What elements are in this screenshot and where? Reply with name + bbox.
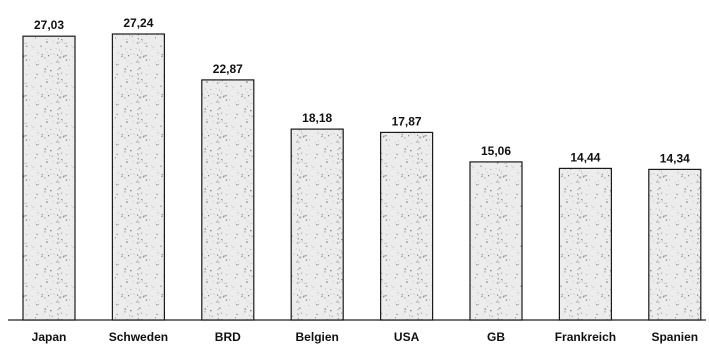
category-label: Spanien bbox=[651, 330, 698, 344]
value-label: 18,18 bbox=[302, 111, 332, 125]
category-label: Japan bbox=[32, 330, 67, 344]
value-labels-group: 27,03 27,24 22,87 18,18 17,87 15,06 14,44 14,34 bbox=[34, 16, 690, 165]
value-label: 15,06 bbox=[481, 144, 511, 158]
value-label: 22,87 bbox=[213, 62, 243, 76]
category-label: GB bbox=[487, 330, 505, 344]
bar-japan bbox=[22, 35, 76, 321]
value-label: 27,03 bbox=[34, 18, 64, 32]
category-label: USA bbox=[394, 330, 420, 344]
value-label: 14,44 bbox=[570, 150, 600, 164]
category-label: Belgien bbox=[296, 330, 339, 344]
bar-frankreich bbox=[558, 167, 613, 321]
bars-group bbox=[22, 33, 702, 321]
category-label: Schweden bbox=[109, 330, 168, 344]
bar-brd bbox=[201, 79, 255, 321]
value-label: 27,24 bbox=[123, 16, 153, 30]
value-label: 17,87 bbox=[392, 114, 422, 128]
category-label: Frankreich bbox=[555, 330, 616, 344]
bar-spanien bbox=[648, 168, 702, 321]
bar-belgien bbox=[290, 128, 344, 321]
bar-schweden bbox=[111, 33, 166, 321]
category-label: BRD bbox=[215, 330, 241, 344]
bar-gb bbox=[469, 161, 523, 321]
category-labels-group: Japan Schweden BRD Belgien USA GB Frankreich Sp… bbox=[32, 330, 698, 344]
value-label: 14,34 bbox=[660, 151, 690, 165]
bar-usa bbox=[380, 131, 434, 321]
